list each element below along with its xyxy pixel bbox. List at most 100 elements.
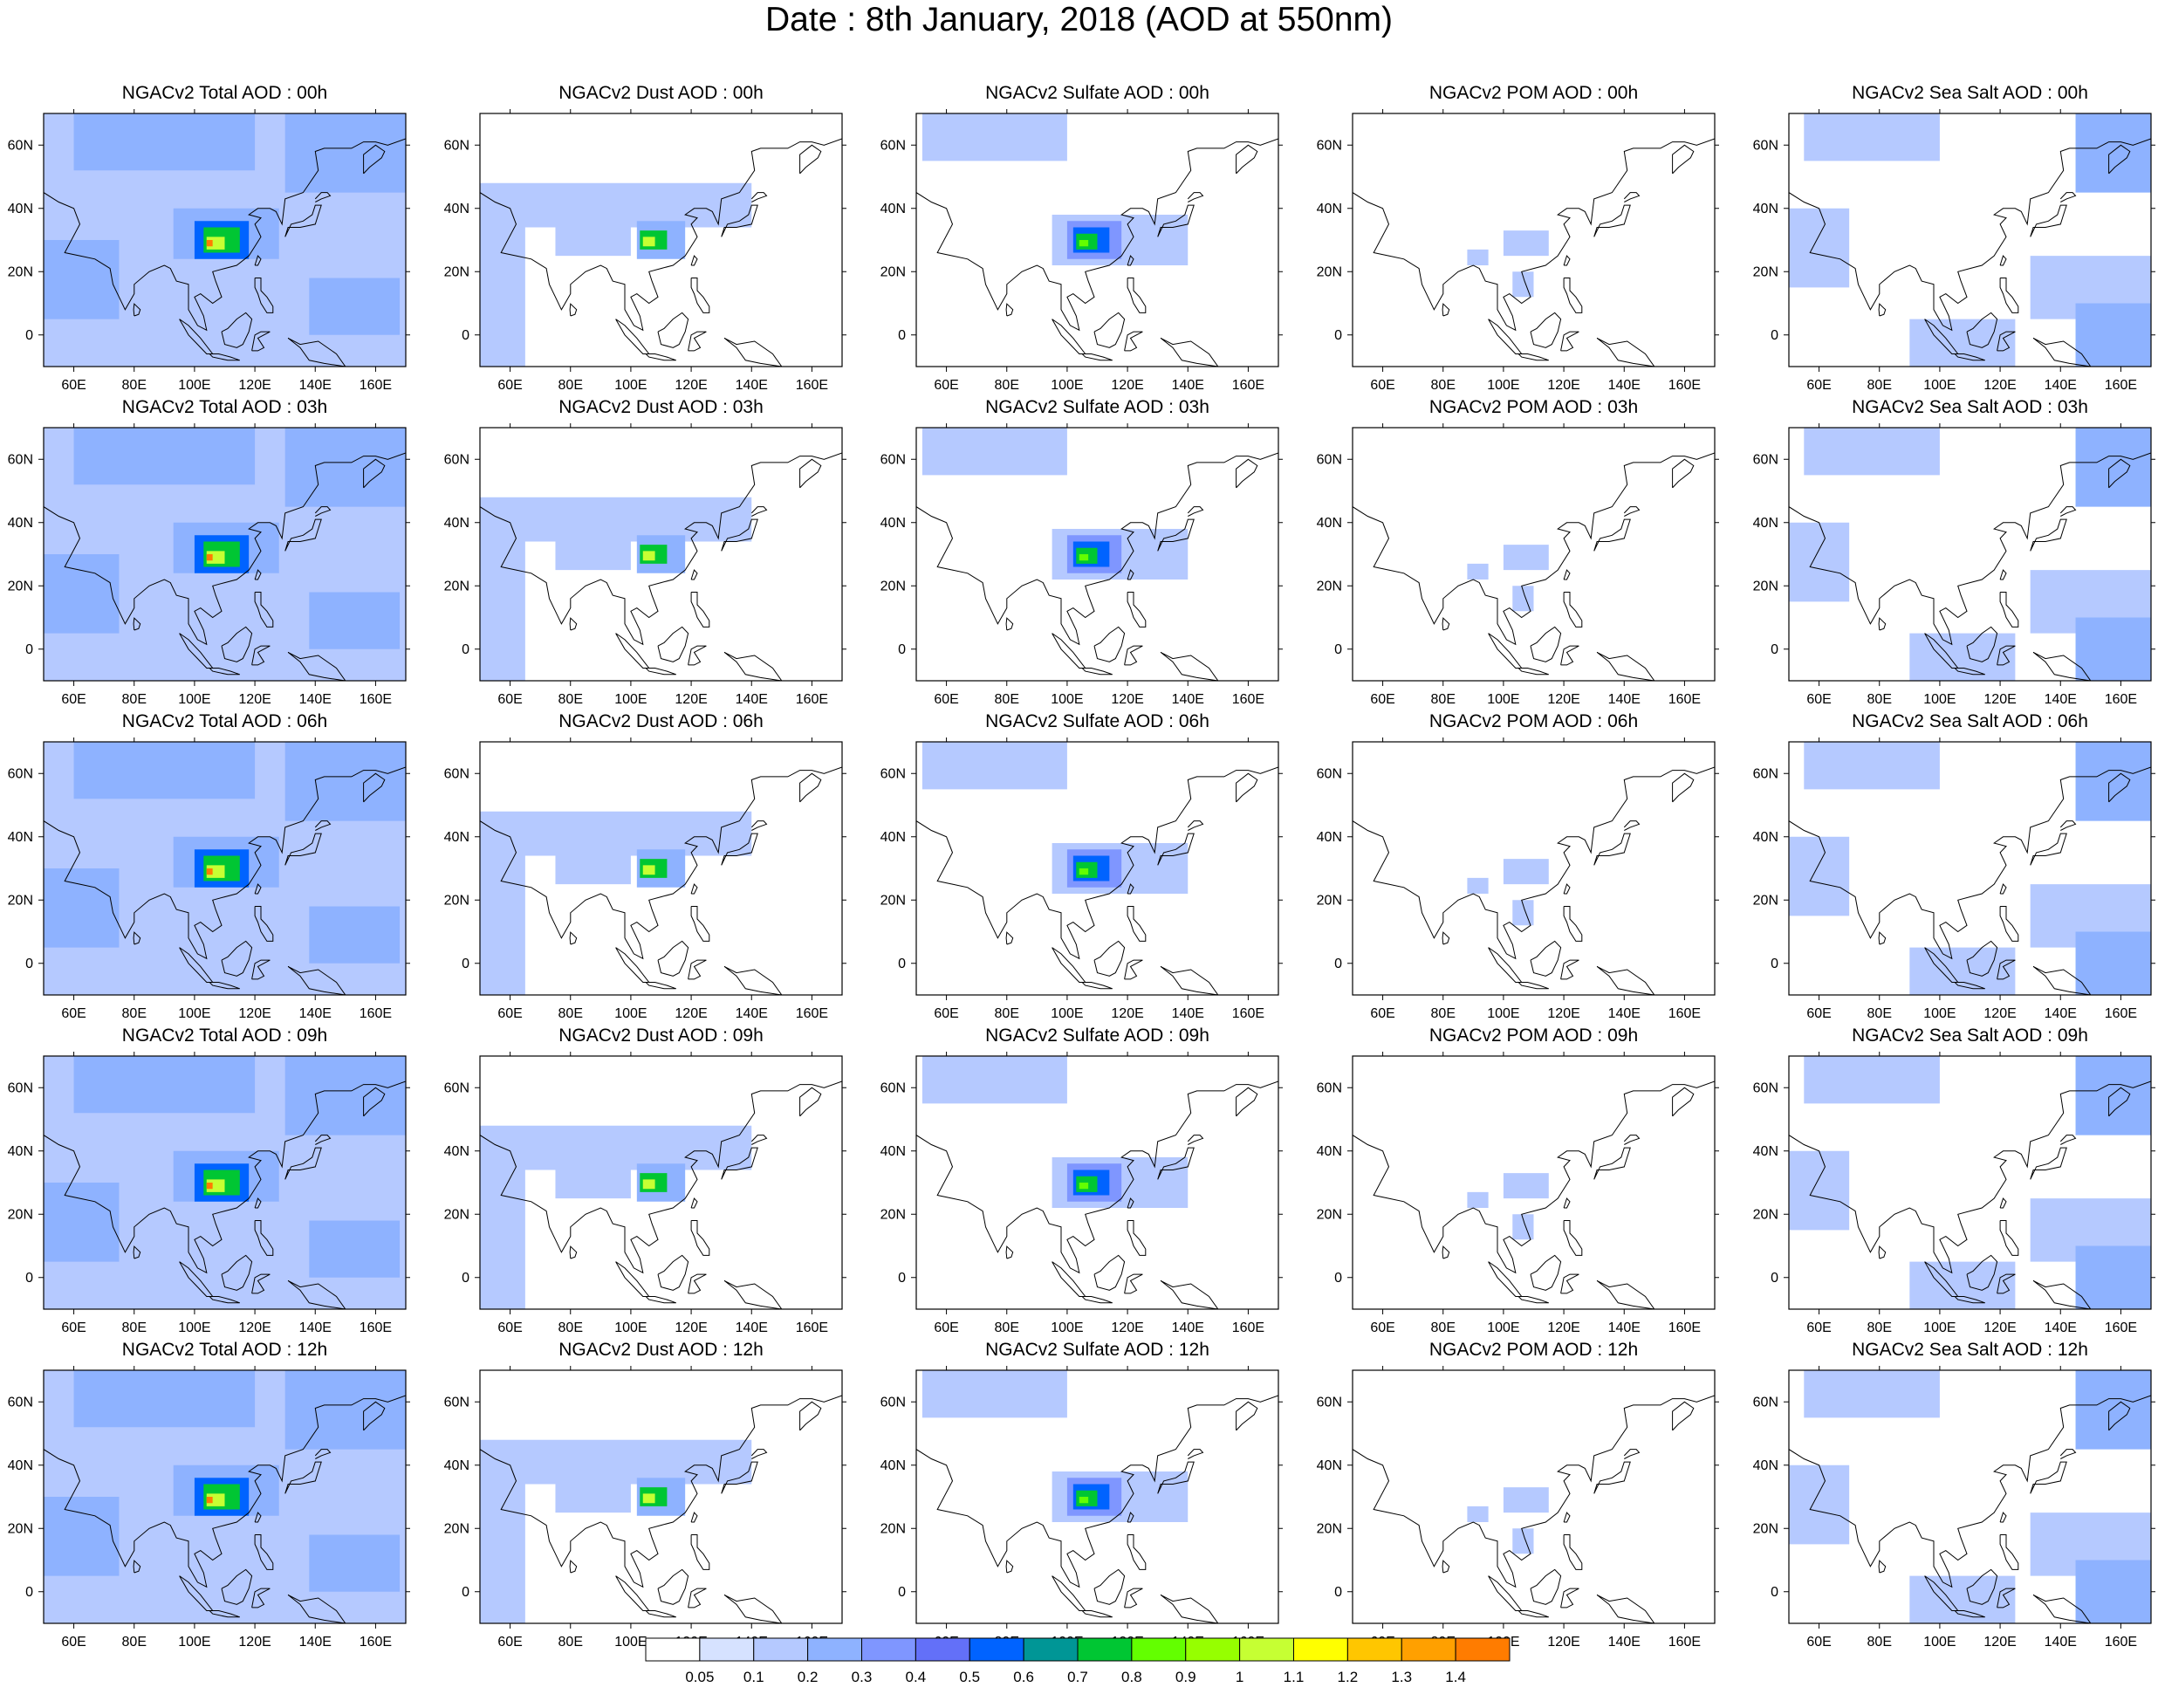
x-tick-label: 60E <box>497 1320 522 1335</box>
aod-field-region <box>44 554 120 634</box>
y-tick-label: 0 <box>25 1585 33 1600</box>
coastline <box>1124 959 1143 980</box>
coastline <box>1954 982 1985 990</box>
coastline <box>1127 592 1147 628</box>
coastline <box>721 1461 758 1494</box>
x-tick-label: 160E <box>1668 378 1701 393</box>
coastline <box>1966 312 1998 348</box>
aod-field-region <box>2075 617 2151 681</box>
map-panel-pom-00h: 60E 80E 100E 120E 140E 160E 60N 40N 20N 0 <box>1317 109 1719 393</box>
aod-field-region <box>1079 1183 1089 1190</box>
coastline <box>1081 353 1113 361</box>
y-tick-label: 40N <box>1317 1458 1342 1473</box>
coastline <box>1789 428 2151 646</box>
colorbar-label: 1 <box>1236 1669 1243 1685</box>
x-tick-label: 120E <box>1547 1006 1579 1021</box>
coastline <box>44 742 406 960</box>
x-tick-label: 100E <box>178 692 210 707</box>
coastline <box>750 1449 768 1459</box>
aod-field-region <box>1503 545 1549 571</box>
coastline <box>1999 569 2007 580</box>
coastline <box>690 569 698 580</box>
y-tick-label: 40N <box>1753 1458 1778 1473</box>
coastline <box>254 569 262 580</box>
main-title: Date : 8th January, 2018 (AOD at 550nm) <box>765 1 1393 38</box>
y-tick-label: 40N <box>444 1458 469 1473</box>
coastline <box>690 255 698 266</box>
coastline <box>44 1370 406 1588</box>
coastline <box>1954 1610 1985 1618</box>
coastline <box>657 312 689 348</box>
coastline <box>690 1512 698 1523</box>
map-panel-dust-09h: 60E 80E 100E 120E 140E 160E 60N 40N 20N 0 <box>444 1052 846 1335</box>
x-tick-label: 160E <box>1232 692 1264 707</box>
x-tick-label: 60E <box>497 1635 522 1650</box>
coastline <box>1236 144 1258 175</box>
map-frame <box>1352 1369 1716 1624</box>
panel-title: NGACv2 Sea Salt AOD : 00h <box>1852 83 2088 103</box>
y-tick-label: 20N <box>1753 579 1778 593</box>
coastline <box>1157 1461 1195 1494</box>
coastline <box>688 959 707 980</box>
x-tick-label: 100E <box>1487 1006 1519 1021</box>
aod-field-region <box>555 1464 631 1513</box>
aod-field-region <box>284 742 406 821</box>
coastline <box>1997 1588 2016 1609</box>
coastline <box>1530 312 1562 348</box>
y-tick-label: 0 <box>1334 1271 1342 1286</box>
coastline <box>2030 518 2067 552</box>
x-tick-label: 80E <box>1867 1006 1892 1021</box>
map-panel-sulfate-09h: 60E 80E 100E 120E 140E 160E 60N 40N 20N 0 <box>880 1052 1283 1335</box>
coastline <box>44 1056 406 1274</box>
coastline <box>799 1401 822 1431</box>
colorbar-label: 1.1 <box>1284 1669 1305 1685</box>
colorbar-label: 0.1 <box>743 1669 764 1685</box>
colorbar-label: 1.2 <box>1338 1669 1359 1685</box>
y-tick-label: 20N <box>880 1207 906 1222</box>
x-tick-label: 100E <box>1923 378 1956 393</box>
panel-title: NGACv2 POM AOD : 06h <box>1428 711 1639 731</box>
x-tick-label: 140E <box>299 1635 332 1650</box>
colorbar-swatch <box>1346 1637 1402 1662</box>
coastline <box>1530 1254 1562 1291</box>
y-tick-label: 60N <box>444 1395 469 1410</box>
y-tick-label: 20N <box>880 1521 906 1536</box>
coastline <box>1530 626 1562 662</box>
y-tick-label: 60N <box>444 766 469 781</box>
map-frame <box>1788 113 2152 367</box>
coastline <box>1187 1135 1204 1145</box>
y-tick-label: 20N <box>444 1207 469 1222</box>
x-tick-label: 140E <box>2045 1320 2077 1335</box>
coastline <box>2030 1147 2067 1180</box>
coastline <box>209 982 240 990</box>
coastline <box>645 353 676 361</box>
aod-field-region <box>555 836 631 885</box>
coastline <box>1593 204 1631 237</box>
x-tick-label: 140E <box>1608 1635 1641 1650</box>
aod-field-region <box>206 1183 213 1190</box>
coastline <box>750 1135 768 1145</box>
coastline <box>1187 820 1204 831</box>
panel-title: NGACv2 Sea Salt AOD : 12h <box>1852 1340 2088 1360</box>
y-tick-label: 20N <box>8 579 33 593</box>
panel-title: NGACv2 POM AOD : 09h <box>1428 1025 1639 1046</box>
coastline <box>2030 204 2067 237</box>
x-tick-label: 80E <box>558 1006 583 1021</box>
colorbar-swatch <box>753 1637 809 1662</box>
y-tick-label: 40N <box>1753 1144 1778 1159</box>
x-tick-label: 140E <box>1172 692 1204 707</box>
y-tick-label: 20N <box>880 579 906 593</box>
coastline <box>209 668 240 676</box>
aod-field-region <box>1804 742 1940 790</box>
aod-field-region <box>642 237 655 247</box>
x-tick-label: 140E <box>1608 1320 1641 1335</box>
map-panel-seasalt-09h: 60E 80E 100E 120E 140E 160E 60N 40N 20N 0 <box>1753 1052 2155 1335</box>
x-tick-label: 140E <box>1608 1006 1641 1021</box>
colorbar-label: 1.4 <box>1445 1669 1466 1685</box>
aod-field-region <box>1789 1464 1850 1545</box>
x-tick-label: 120E <box>1111 692 1143 707</box>
coastline <box>723 965 783 995</box>
x-tick-label: 120E <box>1547 378 1579 393</box>
y-tick-label: 60N <box>1317 766 1342 781</box>
coastline <box>1789 742 2151 960</box>
